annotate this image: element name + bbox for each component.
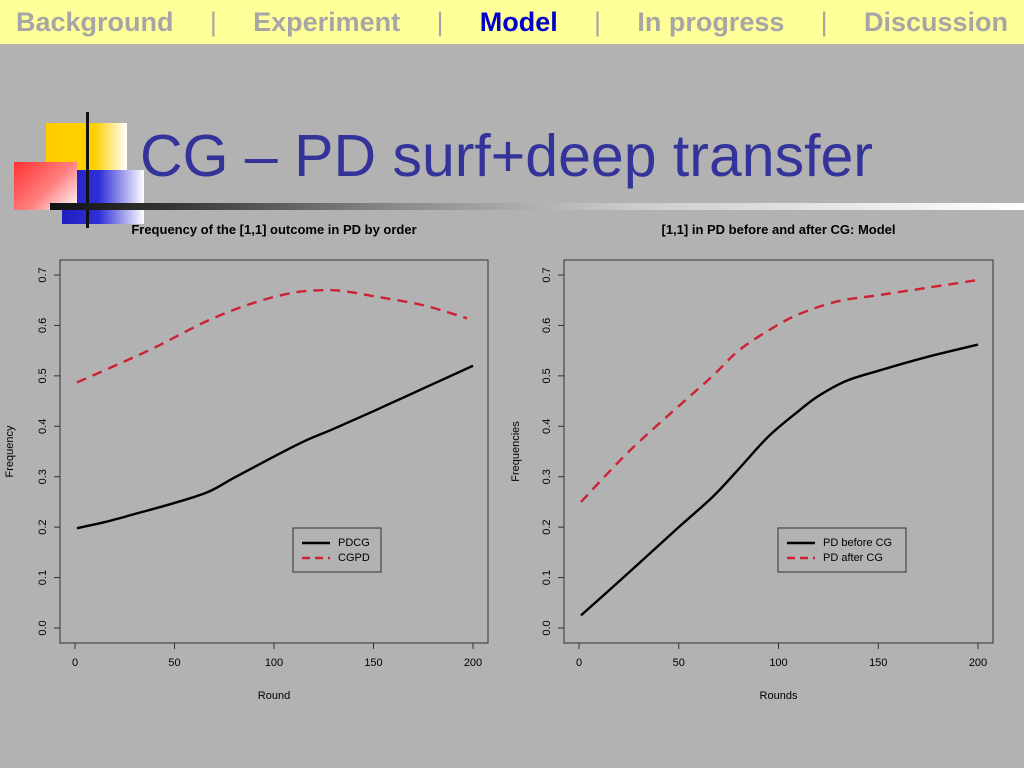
x-tick-label: 50 [673,657,685,669]
y-tick-label: 0.3 [541,469,553,484]
y-axis-label: Frequencies [510,421,522,482]
y-tick-label: 0.2 [37,519,49,534]
chart-model-before-after: [1,1] in PD before and after CG: Model 0 5… [505,215,1015,715]
x-tick-label: 50 [168,657,180,669]
y-tick-label: 0.5 [541,368,553,383]
series-line-1 [580,278,979,503]
x-tick-label: 0 [72,657,78,669]
nav-separator: | [436,6,444,37]
nav-separator: | [594,6,602,37]
nav-item-background[interactable]: Background [16,6,174,37]
y-tick-label: 0.6 [541,318,553,333]
series-line-0 [76,364,474,530]
y-tick-label: 0.1 [37,570,49,585]
section-nav: Background | Experiment | Model | In pro… [0,0,1024,44]
x-tick-label: 150 [364,657,382,669]
legend-label-0: PDCG [338,537,370,549]
nav-item-discussion[interactable]: Discussion [863,6,1008,37]
nav-item-model[interactable]: Model [479,6,558,37]
series-line-0 [580,343,979,617]
x-axis-label: Round [258,690,290,702]
plot-frame [59,259,489,644]
decor-vertical-line [86,112,89,228]
chart-right-svg: [1,1] in PD before and after CG: Model 0 5… [510,222,994,702]
y-tick-label: 0.0 [37,620,49,635]
x-tick-label: 100 [769,657,787,669]
y-tick-label: 0.3 [37,469,49,484]
x-tick-label: 0 [576,657,582,669]
x-tick-label: 150 [869,657,887,669]
x-axis-label: Rounds [760,690,798,702]
x-tick-label: 100 [265,657,283,669]
y-tick-label: 0.4 [541,419,553,434]
y-tick-label: 0.7 [37,267,49,282]
nav-item-experiment[interactable]: Experiment [253,6,401,37]
y-axis-label: Frequency [4,425,16,477]
nav-separator: | [209,6,217,37]
x-tick-label: 200 [464,657,482,669]
legend-label-0: PD before CG [823,537,892,549]
x-tick-label: 200 [969,657,987,669]
legend-label-1: CGPD [338,552,370,564]
chart-title: Frequency of the [1,1] outcome in PD by … [131,222,416,237]
decor-title-underline [50,203,1024,210]
y-tick-label: 0.7 [541,267,553,282]
chart-title: [1,1] in PD before and after CG: Model [661,222,895,237]
legend-box [777,527,907,573]
decor-red-square [14,162,77,210]
y-tick-label: 0.6 [37,318,49,333]
y-tick-label: 0.5 [37,368,49,383]
legend-box [292,527,382,573]
y-tick-label: 0.2 [541,519,553,534]
y-tick-label: 0.4 [37,419,49,434]
nav-separator: | [820,6,828,37]
series-line-1 [76,288,468,384]
y-tick-label: 0.1 [541,570,553,585]
legend-label-1: PD after CG [823,552,883,564]
y-tick-label: 0.0 [541,620,553,635]
chart-order-frequency: Frequency of the [1,1] outcome in PD by … [0,215,510,715]
chart-left-svg: Frequency of the [1,1] outcome in PD by … [4,222,489,702]
slide-title: CG – PD surf+deep transfer [140,123,873,189]
nav-item-in-progress[interactable]: In progress [637,6,785,37]
